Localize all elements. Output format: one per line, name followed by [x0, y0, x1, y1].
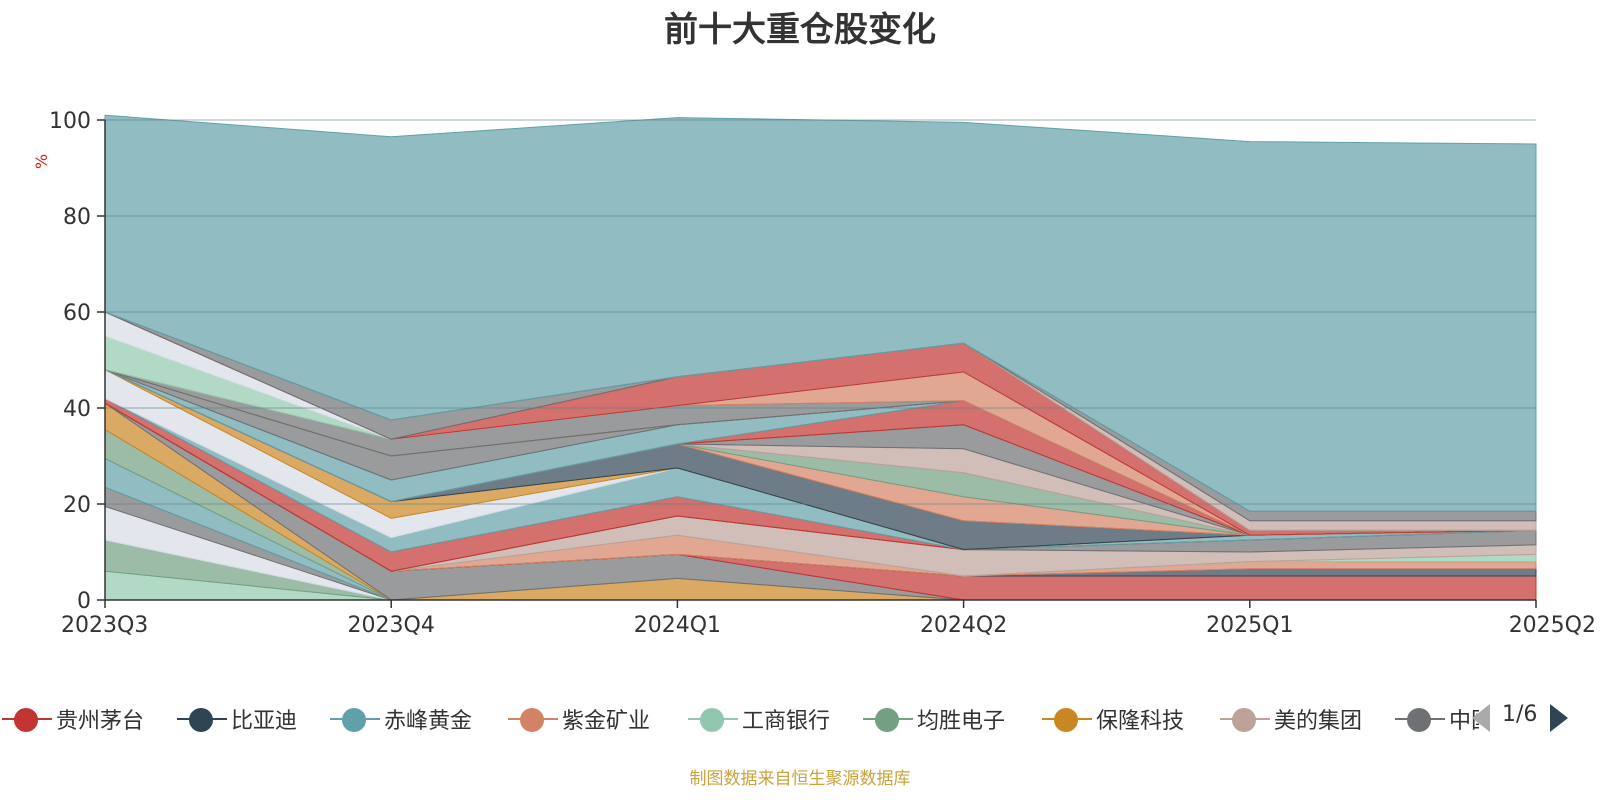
y-tick-label: 0 [77, 589, 91, 614]
legend-marker-icon [330, 700, 380, 738]
legend-prev-page-button[interactable] [1472, 704, 1490, 732]
y-tick-label: 80 [63, 205, 91, 230]
legend-item[interactable]: 比亚迪 [177, 700, 297, 738]
legend-marker-icon [2, 700, 52, 738]
y-tick-label: 40 [63, 397, 91, 422]
legend-item[interactable]: 赤峰黄金 [330, 700, 472, 738]
legend-label: 贵州茅台 [56, 709, 145, 734]
legend-page-indicator: 1/6 [1502, 702, 1538, 727]
legend-marker-icon [1220, 700, 1270, 738]
legend-item[interactable]: 均胜电子 [863, 700, 1005, 738]
legend-item[interactable]: 工商银行 [688, 700, 830, 738]
legend-label: 比亚迪 [231, 709, 298, 734]
x-tick-label: 2025Q2 [1509, 613, 1596, 638]
y-axis-unit: % [32, 153, 52, 170]
legend-marker-icon [1395, 700, 1445, 738]
legend-item[interactable]: 紫金矿业 [508, 700, 650, 738]
legend-label: 美的集团 [1274, 709, 1363, 734]
legend-item[interactable]: 贵州茅台 [2, 700, 144, 738]
x-tick-label: 2023Q3 [61, 613, 148, 638]
legend-item[interactable]: 美的集团 [1220, 700, 1362, 738]
x-tick-label: 2024Q1 [634, 613, 721, 638]
chart-title: 前十大重仓股变化 [664, 10, 936, 50]
legend-item[interactable]: 保隆科技 [1042, 700, 1184, 738]
legend-label: 紫金矿业 [562, 709, 651, 734]
legend-label: 保隆科技 [1096, 709, 1185, 734]
legend-label: 工商银行 [742, 709, 831, 734]
x-tick-label: 2023Q4 [348, 613, 435, 638]
x-tick-label: 2024Q2 [920, 613, 1007, 638]
x-tick-label: 2025Q1 [1206, 613, 1293, 638]
legend-label: 均胜电子 [917, 709, 1006, 734]
y-tick-label: 100 [49, 109, 91, 134]
legend-marker-icon [863, 700, 913, 738]
series-area-35 [104, 114, 1537, 512]
y-tick-label: 20 [63, 493, 91, 518]
legend-marker-icon [177, 700, 227, 738]
legend-next-page-button[interactable] [1550, 704, 1568, 732]
legend-item[interactable]: 中国 [1395, 700, 1479, 738]
legend-label: 赤峰黄金 [384, 709, 473, 734]
legend-marker-icon [688, 700, 738, 738]
legend-marker-icon [508, 700, 558, 738]
legend-marker-icon [1042, 700, 1092, 738]
y-tick-label: 60 [63, 301, 91, 326]
source-note: 制图数据来自恒生聚源数据库 [689, 769, 911, 789]
legend: 贵州茅台 比亚迪 赤峰黄金 紫金矿业 工商银行 均胜电子 保隆科技 美的集团 中国 [0, 700, 1600, 738]
legend-pager: 1/6 [1468, 700, 1600, 738]
